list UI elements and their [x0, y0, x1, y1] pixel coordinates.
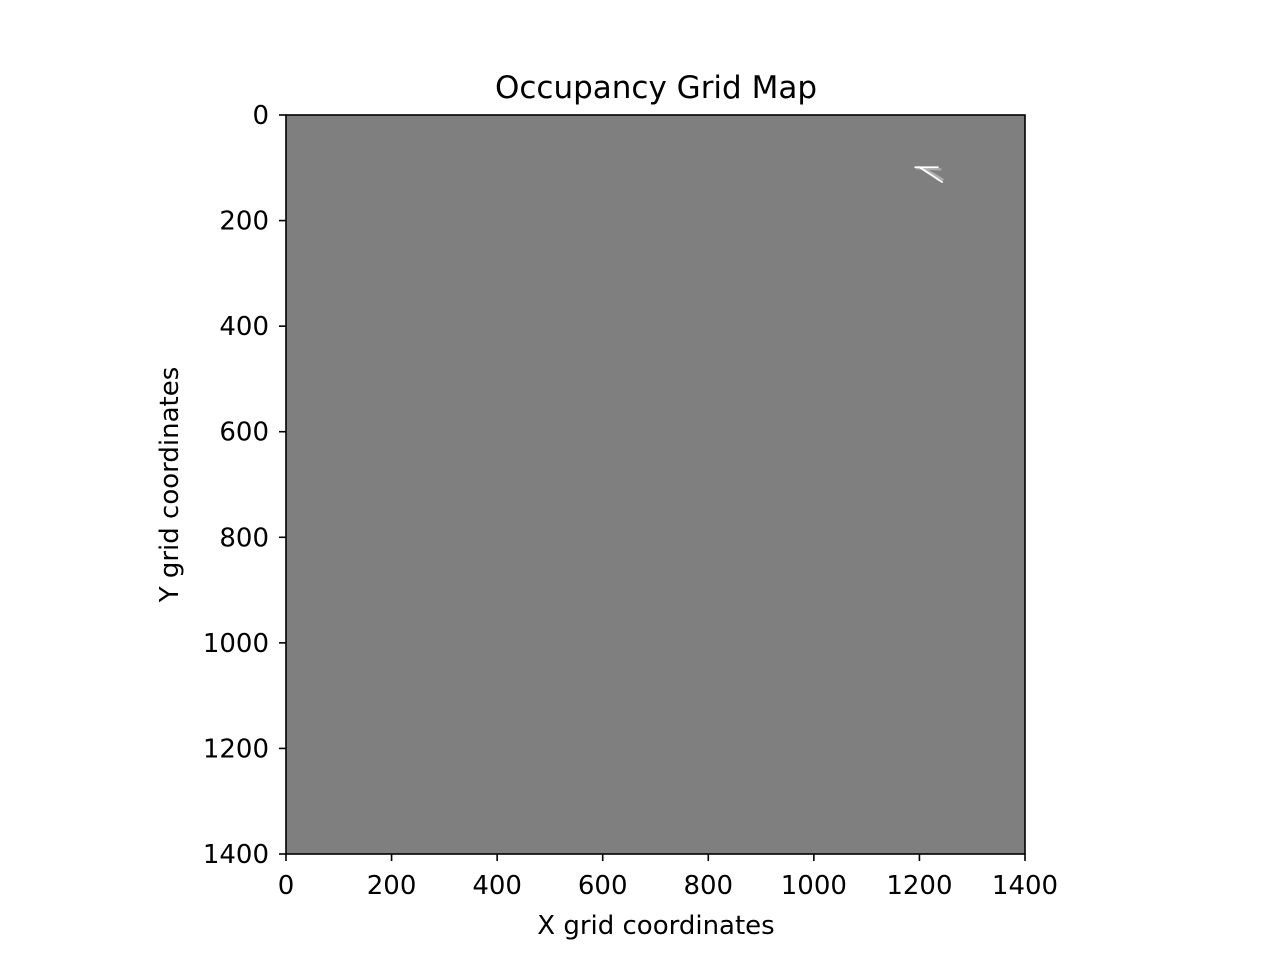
x-tick-label: 0 — [278, 871, 295, 901]
x-tick-label: 600 — [578, 871, 628, 901]
y-tick-label: 1400 — [203, 840, 269, 870]
x-axis-label: X grid coordinates — [537, 911, 774, 941]
y-axis-ticks: 0 200 400 600 800 1000 1200 1400 — [203, 101, 286, 870]
y-axis-label: Y grid coordinates — [155, 367, 185, 604]
x-tick-label: 400 — [472, 871, 522, 901]
y-tick-label: 200 — [219, 207, 269, 237]
unknown-cells-area — [286, 115, 1025, 854]
y-tick-label: 400 — [219, 312, 269, 342]
x-tick-label: 200 — [367, 871, 417, 901]
x-axis-ticks: 0 200 400 600 800 1000 1200 1400 — [278, 854, 1058, 901]
x-tick-label: 1200 — [886, 871, 952, 901]
y-tick-label: 1200 — [203, 734, 269, 764]
chart-title: Occupancy Grid Map — [495, 70, 817, 106]
x-tick-label: 1400 — [992, 871, 1058, 901]
x-tick-label: 1000 — [781, 871, 847, 901]
x-tick-label: 800 — [683, 871, 733, 901]
y-tick-label: 800 — [219, 523, 269, 553]
partial-free-ray-2 — [924, 168, 944, 181]
plot-frame — [285, 114, 1026, 855]
free-ray-1 — [918, 166, 944, 183]
plot-area — [285, 114, 1026, 855]
observed-sweep — [914, 166, 944, 183]
y-tick-label: 600 — [219, 418, 269, 448]
y-tick-label: 0 — [252, 101, 269, 131]
y-tick-label: 1000 — [203, 629, 269, 659]
